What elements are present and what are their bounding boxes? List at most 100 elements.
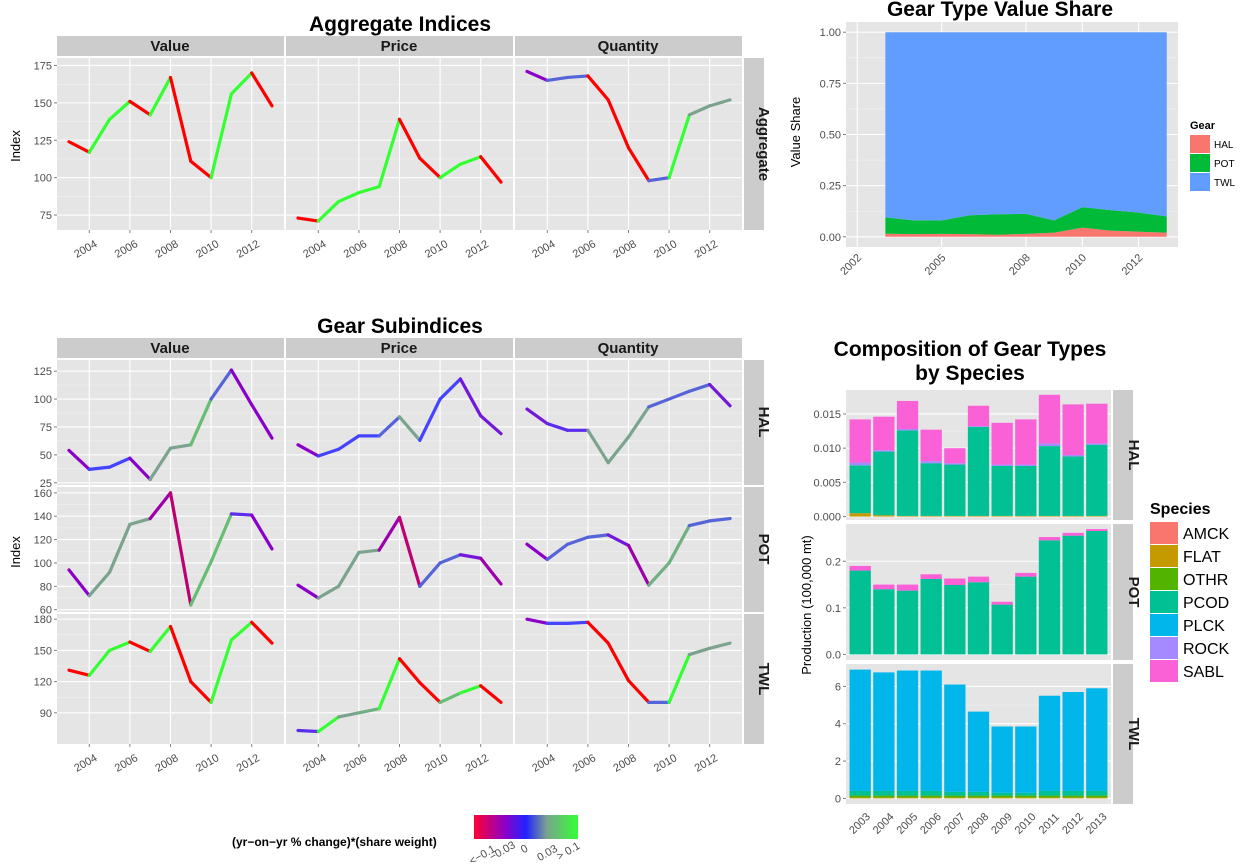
line-panel-hal-2 — [515, 360, 742, 485]
y-tick-label: 150 — [34, 645, 52, 657]
line-panel-aggregate-1: 2004 2006 2008 2010 2012 — [286, 58, 513, 261]
comp-y-tick-label: 6 — [835, 681, 841, 693]
bar-pcod — [920, 790, 942, 796]
line-segment — [687, 104, 712, 117]
line-segment — [708, 98, 732, 108]
comp-y-tick-label: 2 — [835, 756, 841, 768]
comp-row-pot-label: POT — [1125, 577, 1142, 608]
comp-y-tick-label: 0.005 — [813, 477, 841, 489]
composition-ylabel: Production (100,000 mt) — [799, 535, 814, 674]
bar-pcod — [1062, 790, 1084, 796]
bar-flat — [896, 515, 919, 517]
x-tick-label: 2008 — [153, 752, 180, 775]
bar-pcod — [991, 792, 1013, 796]
line-segment — [67, 140, 91, 154]
bar-othr — [1086, 795, 1108, 798]
bar-sabl — [967, 576, 990, 583]
sub-facet-value-label: Value — [150, 340, 189, 357]
line-segment — [337, 191, 361, 204]
line-segment — [687, 382, 712, 393]
bar-flat — [849, 513, 871, 517]
y-tick-label: 160 — [34, 488, 52, 500]
bar-sabl — [944, 578, 966, 586]
line-segment — [316, 584, 341, 600]
bar-flat — [873, 515, 895, 517]
bar-sabl — [1038, 394, 1061, 444]
color-legend-bar — [474, 815, 578, 839]
bar-rock — [920, 461, 942, 464]
facet-price-label: Price — [381, 38, 418, 55]
line-segment — [67, 568, 91, 598]
species-swatch-sabl — [1150, 660, 1178, 682]
line-segment — [296, 583, 320, 600]
x-tick-label: 2008 — [382, 752, 409, 775]
comp-y-tick-label: 0.015 — [813, 409, 841, 421]
line-segment — [337, 434, 361, 451]
share-area-hal — [885, 227, 1167, 237]
line-segment — [586, 74, 610, 102]
legend-swatch-twl — [1190, 173, 1210, 191]
bar-sabl — [896, 584, 919, 591]
line-segment — [687, 519, 712, 528]
line-segment — [545, 75, 570, 83]
line-segment — [229, 368, 254, 407]
bar-pcod — [1038, 540, 1061, 655]
bar-rock — [944, 463, 966, 465]
line-segment — [708, 382, 732, 408]
bar-sabl — [849, 419, 871, 463]
bar-plck — [920, 670, 942, 791]
bar-pcod — [1038, 790, 1061, 796]
bar-sabl — [1086, 529, 1108, 531]
share-plot: 0.00 0.25 0.50 0.75 1.00 2002 2005 2008 2010 2012 — [820, 22, 1178, 278]
line-segment — [438, 377, 462, 401]
subindices-title: Gear Subindices — [317, 315, 483, 338]
line-panel-pot-1 — [286, 487, 513, 612]
aggregate-row-label: Aggregate — [755, 107, 772, 181]
x-tick-label: 2012 — [693, 238, 720, 261]
bar-othr — [920, 795, 942, 798]
bar-pcod — [944, 585, 966, 655]
y-tick-label: 100 — [34, 558, 52, 570]
bar-pcod — [1086, 530, 1108, 655]
line-segment — [565, 74, 590, 80]
line-segment — [229, 71, 254, 96]
line-segment — [148, 491, 173, 521]
line-segment — [168, 624, 193, 684]
bar-pcod — [944, 791, 966, 796]
bar-pcod — [1086, 444, 1108, 516]
line-segment — [67, 448, 91, 471]
line-segment — [296, 443, 320, 458]
x-tick-label: 2012 — [464, 238, 491, 261]
legend-label-hal: HAL — [1214, 140, 1234, 151]
bar-pcod — [920, 578, 942, 655]
aggregate-title: Aggregate Indices — [309, 13, 491, 36]
line-segment — [87, 648, 112, 677]
comp-y-tick-label: 0.000 — [813, 512, 841, 524]
y-tick-label: 80 — [40, 581, 52, 593]
bar-flat — [944, 515, 966, 517]
line-segment — [209, 92, 233, 180]
y-tick-label: 150 — [34, 98, 52, 110]
comp-x-tick-label: 2004 — [871, 811, 897, 837]
y-tick-label: 100 — [34, 394, 52, 406]
line-segment — [377, 515, 402, 552]
line-segment — [148, 624, 173, 654]
bar-sabl — [991, 422, 1013, 465]
bar-pcod — [1015, 792, 1037, 796]
line-segment — [189, 679, 213, 705]
y-tick-label: 50 — [40, 450, 52, 462]
y-tick-label: 75 — [40, 422, 52, 434]
bar-flat — [1038, 797, 1061, 799]
bar-pcod — [967, 791, 990, 796]
bar-rock — [849, 462, 871, 466]
composition-strips: HAL POT TWL — [1113, 390, 1142, 804]
share-y-tick-label: 0.50 — [820, 130, 841, 142]
sub-row-pot-label: POT — [755, 534, 772, 565]
line-segment — [168, 443, 193, 450]
bar-othr — [849, 795, 871, 798]
bar-sabl — [991, 601, 1013, 605]
bar-flat — [1015, 797, 1037, 799]
line-segment — [148, 75, 173, 117]
bar-pcod — [896, 430, 919, 516]
color-legend-tick-2: −0.03 — [487, 839, 517, 863]
